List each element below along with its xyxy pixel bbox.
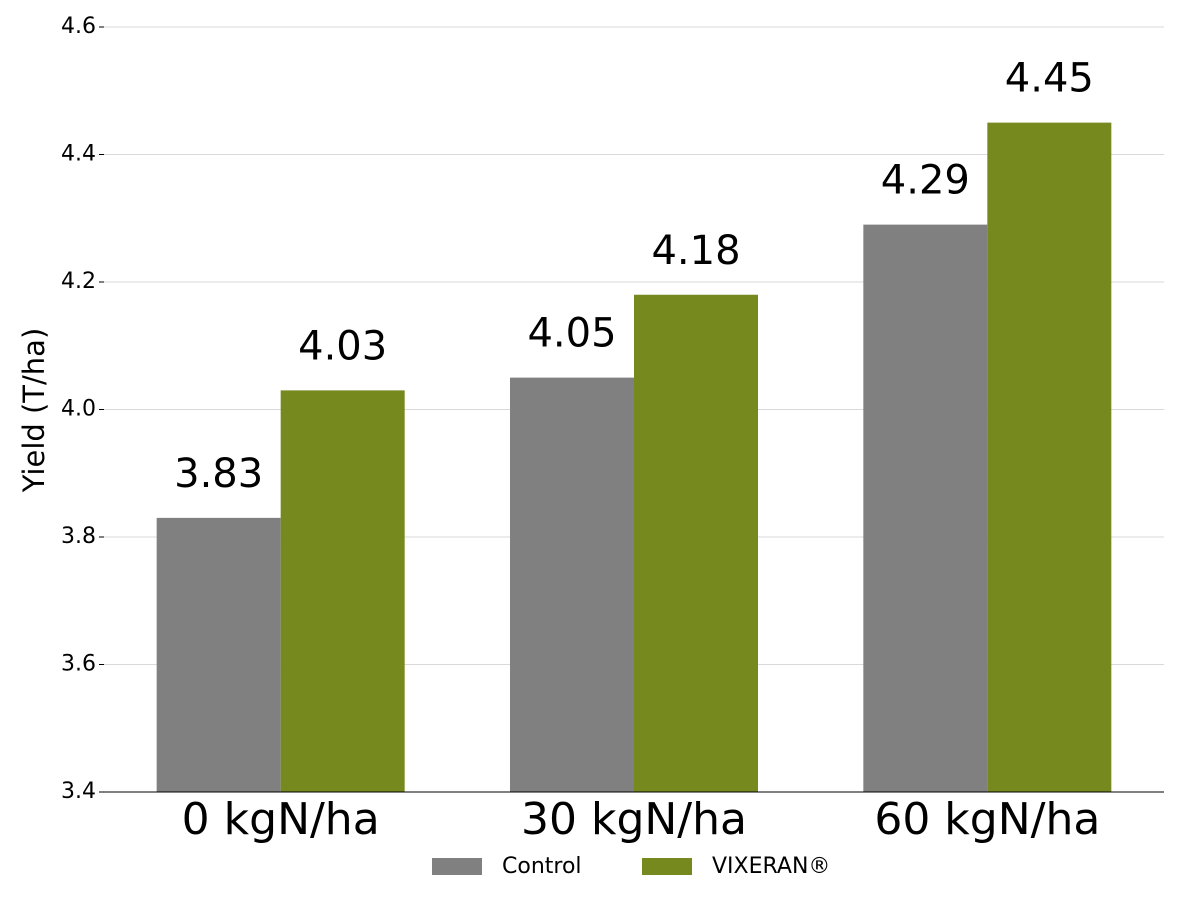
- bar: [863, 224, 988, 792]
- value-label: 3.83: [174, 451, 263, 497]
- bar: [987, 122, 1112, 792]
- y-tick-label: 3.6: [61, 652, 96, 677]
- value-label: 4.45: [1005, 56, 1094, 102]
- value-label: 4.18: [651, 228, 740, 274]
- x-tick-label: 60 kgN/ha: [874, 794, 1100, 845]
- bar: [280, 390, 405, 792]
- y-tick-label: 4.4: [61, 142, 96, 167]
- y-tick-label: 3.8: [61, 524, 96, 549]
- value-label: 4.03: [298, 323, 387, 369]
- legend-swatch: [432, 858, 482, 875]
- x-tick-label: 30 kgN/ha: [521, 794, 747, 845]
- bar: [156, 517, 281, 792]
- legend-label: VIXERAN®: [712, 854, 830, 879]
- y-tick-label: 4.6: [61, 14, 96, 39]
- bar: [510, 377, 634, 792]
- y-tick-label: 3.4: [61, 779, 96, 804]
- y-tick-label: 4.0: [61, 397, 96, 422]
- bar: [634, 294, 758, 792]
- y-tick-label: 4.2: [61, 269, 96, 294]
- y-axis-label: Yield (T/ha): [17, 328, 51, 494]
- value-label: 4.05: [527, 311, 616, 357]
- legend-label: Control: [502, 854, 582, 879]
- x-tick-label: 0 kgN/ha: [182, 794, 380, 845]
- legend-swatch: [642, 858, 692, 875]
- value-label: 4.29: [881, 158, 970, 204]
